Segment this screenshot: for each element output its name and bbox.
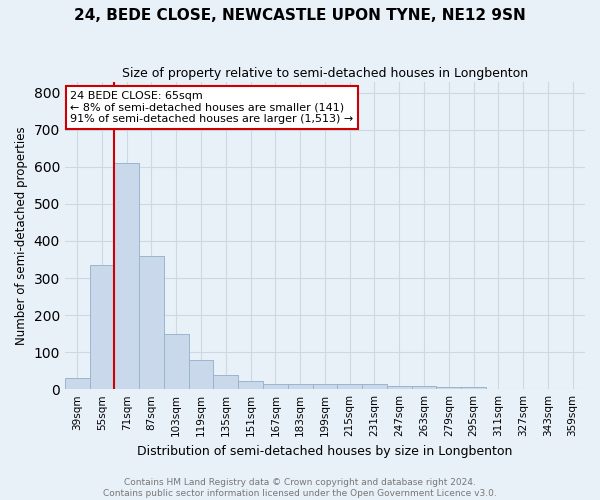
Text: 24 BEDE CLOSE: 65sqm
← 8% of semi-detached houses are smaller (141)
91% of semi-: 24 BEDE CLOSE: 65sqm ← 8% of semi-detach… (70, 91, 353, 124)
X-axis label: Distribution of semi-detached houses by size in Longbenton: Distribution of semi-detached houses by … (137, 444, 512, 458)
Y-axis label: Number of semi-detached properties: Number of semi-detached properties (15, 126, 28, 344)
Bar (65, 378, 89, 389)
Bar (139, 256, 164, 389)
Bar (412, 386, 436, 389)
Bar (214, 375, 238, 389)
Bar (313, 384, 337, 389)
Bar (188, 360, 214, 389)
Text: 24, BEDE CLOSE, NEWCASTLE UPON TYNE, NE12 9SN: 24, BEDE CLOSE, NEWCASTLE UPON TYNE, NE1… (74, 8, 526, 22)
Bar (362, 384, 387, 389)
Text: Contains HM Land Registry data © Crown copyright and database right 2024.
Contai: Contains HM Land Registry data © Crown c… (103, 478, 497, 498)
Bar (461, 388, 486, 389)
Bar (337, 384, 362, 389)
Bar (238, 381, 263, 389)
Bar (89, 265, 115, 389)
Bar (164, 334, 188, 389)
Bar (387, 386, 412, 389)
Bar (115, 163, 139, 389)
Title: Size of property relative to semi-detached houses in Longbenton: Size of property relative to semi-detach… (122, 68, 528, 80)
Bar (436, 388, 461, 389)
Bar (288, 384, 313, 389)
Bar (263, 384, 288, 389)
